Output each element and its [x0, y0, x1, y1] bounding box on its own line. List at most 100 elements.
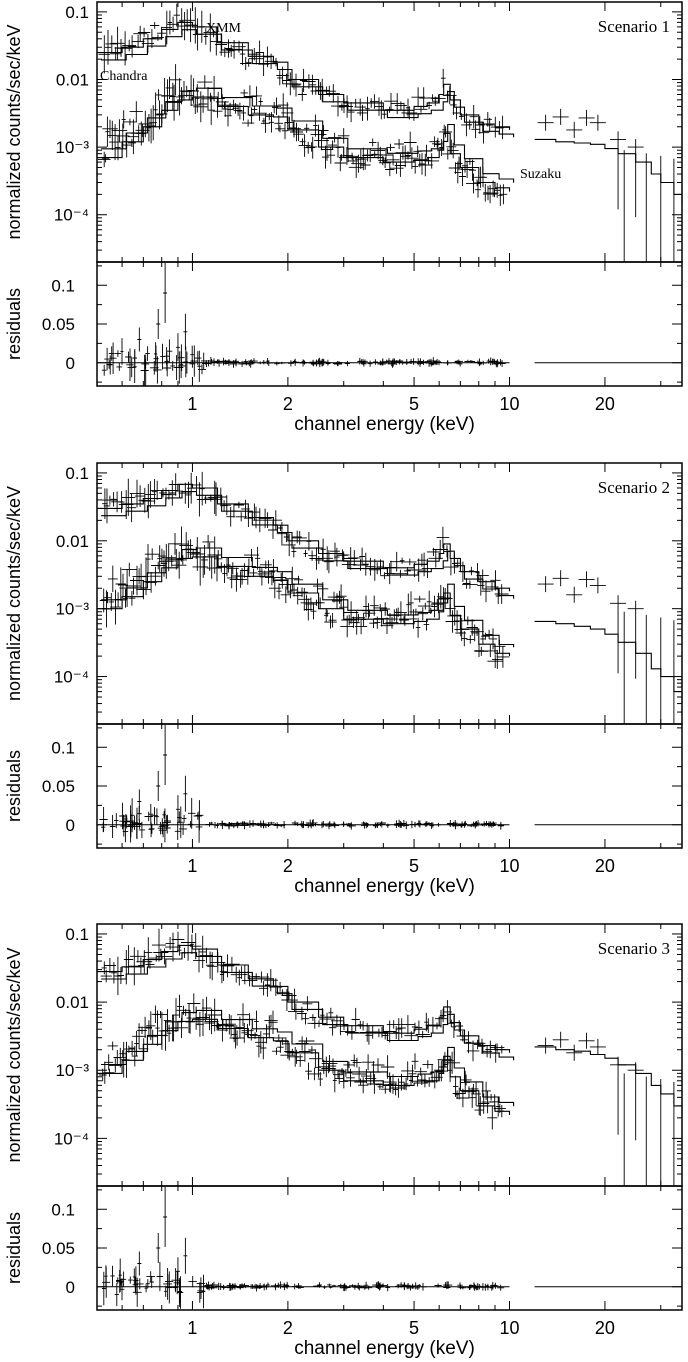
data-point	[419, 153, 425, 175]
data-point	[422, 1060, 434, 1069]
data-point	[269, 510, 282, 531]
data-point	[381, 1084, 390, 1094]
data-point	[420, 144, 433, 157]
data-point	[161, 489, 177, 500]
data-point	[455, 156, 463, 171]
data-point	[276, 521, 287, 546]
data-point	[360, 147, 366, 171]
data-point	[496, 646, 510, 668]
data-point	[204, 1008, 219, 1035]
data-point	[356, 104, 368, 121]
data-point	[128, 947, 140, 986]
data-point	[102, 154, 110, 163]
data-point	[461, 631, 468, 647]
data-point	[469, 105, 478, 129]
data-point	[240, 105, 247, 121]
data-point	[339, 598, 349, 617]
residual-point	[262, 360, 266, 365]
y-axis-label: normalized counts/sec/keV	[4, 24, 24, 239]
data-point	[173, 3, 180, 27]
data-point	[290, 583, 298, 597]
data-point	[488, 180, 498, 197]
data-point	[415, 617, 421, 638]
x-tick-label: 20	[595, 394, 615, 414]
suzaku-data-point	[578, 109, 595, 126]
data-point	[386, 154, 400, 166]
residuals-frame	[96, 723, 683, 849]
data-point	[385, 162, 395, 177]
data-point	[287, 584, 293, 599]
data-point	[145, 481, 156, 508]
data-point	[262, 560, 275, 584]
data-point	[493, 639, 506, 653]
residual-point	[179, 351, 184, 379]
data-point	[467, 1087, 477, 1108]
data-point	[432, 539, 448, 560]
data-point	[418, 153, 433, 177]
residual-point	[325, 821, 334, 827]
residual-point	[211, 358, 217, 367]
data-point	[481, 580, 491, 603]
data-point	[430, 598, 444, 610]
residual-point	[490, 1281, 496, 1290]
data-point	[202, 535, 214, 549]
residual-point	[497, 823, 505, 828]
data-point	[199, 947, 213, 964]
data-point	[108, 124, 122, 161]
data-point	[310, 136, 316, 159]
data-point	[403, 131, 417, 154]
data-point	[324, 609, 330, 617]
data-point	[272, 58, 280, 67]
data-point	[428, 549, 444, 568]
residual-point	[474, 1285, 479, 1291]
data-point	[480, 633, 486, 645]
data-point	[307, 1067, 322, 1081]
data-point	[192, 546, 201, 559]
data-point	[339, 1027, 356, 1036]
data-point	[204, 1015, 215, 1031]
suzaku-data-point	[566, 586, 583, 603]
data-point	[223, 101, 228, 117]
data-point	[359, 160, 371, 170]
data-point	[265, 973, 270, 997]
residual-point	[274, 361, 280, 366]
data-point	[424, 1012, 429, 1032]
data-point	[138, 110, 153, 138]
data-point	[423, 618, 430, 631]
data-point	[351, 1007, 360, 1032]
data-point	[460, 1074, 472, 1086]
x-tick-label: 5	[409, 856, 419, 876]
data-point	[476, 569, 489, 582]
data-point	[406, 593, 411, 616]
data-point	[431, 595, 438, 618]
data-point	[153, 1011, 168, 1019]
data-point	[388, 1076, 394, 1093]
residual-point	[433, 358, 441, 365]
data-point	[409, 608, 423, 616]
residual-point	[292, 359, 297, 363]
model-line-suzaku	[534, 1046, 683, 1118]
data-point	[185, 481, 192, 508]
residual-point	[337, 1283, 345, 1288]
data-point	[121, 562, 138, 577]
y-axis-label: normalized counts/sec/keV	[4, 947, 24, 1162]
residual-spike	[175, 795, 180, 824]
data-point	[309, 1014, 317, 1021]
data-point	[227, 44, 235, 57]
suzaku-data-point	[589, 1038, 606, 1055]
data-point	[398, 1081, 411, 1090]
residual-point	[378, 821, 386, 828]
data-point	[187, 993, 201, 1014]
data-point	[338, 1068, 346, 1075]
residual-spike	[163, 1187, 168, 1247]
data-point	[470, 627, 484, 636]
data-point	[98, 1068, 107, 1082]
residual-point	[119, 802, 126, 830]
residual-point	[118, 1258, 122, 1292]
data-point	[305, 597, 317, 611]
model-line-chandra	[97, 1018, 511, 1115]
residual-point	[188, 797, 196, 829]
data-point	[413, 595, 426, 603]
data-point	[350, 98, 362, 107]
x-tick-label: 1	[187, 856, 197, 876]
